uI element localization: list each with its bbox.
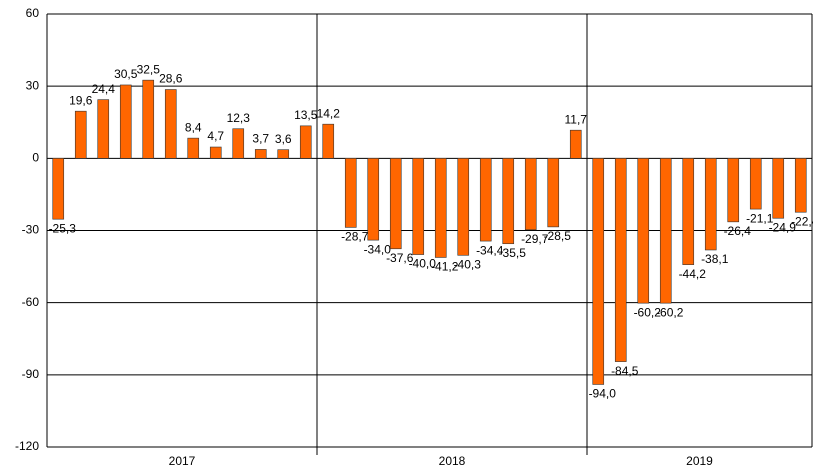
bar — [209, 146, 222, 159]
bar — [187, 137, 200, 159]
value-label: -37,6 — [386, 251, 414, 265]
value-label: -24,9 — [769, 220, 797, 234]
bar — [659, 158, 672, 304]
bar — [434, 158, 447, 258]
value-label: 24,4 — [92, 82, 116, 96]
value-label: -44,2 — [679, 267, 707, 281]
bar — [74, 110, 87, 159]
bar — [749, 158, 762, 210]
value-label: -60,2 — [656, 305, 684, 319]
value-label: -34,4 — [476, 243, 504, 257]
bar — [299, 125, 312, 159]
value-label: 19,6 — [69, 93, 93, 107]
bar — [412, 158, 425, 255]
bar — [772, 158, 785, 219]
y-tick-label: -120 — [15, 439, 39, 453]
value-label: 11,7 — [565, 112, 588, 126]
bar — [232, 128, 245, 159]
bar — [682, 158, 695, 265]
bar — [547, 158, 560, 228]
value-label: -35,5 — [499, 246, 527, 260]
value-label: 30,5 — [114, 67, 138, 81]
bar — [119, 84, 132, 159]
x-group-label: 2019 — [686, 454, 713, 468]
x-group-label: 2017 — [169, 454, 196, 468]
value-label: 28,6 — [159, 72, 183, 86]
y-tick-label: -60 — [22, 295, 40, 309]
bar — [389, 158, 402, 250]
bar — [479, 158, 492, 242]
value-label: -28,7 — [341, 230, 369, 244]
bar — [614, 158, 627, 362]
bar — [367, 158, 380, 241]
bar — [142, 79, 155, 159]
y-tick-label: 60 — [26, 6, 40, 20]
bar — [502, 158, 515, 245]
value-label: -26,4 — [724, 224, 752, 238]
y-tick-label: 30 — [26, 78, 40, 92]
bar — [569, 129, 582, 159]
value-label: -21,1 — [746, 211, 774, 225]
value-label: -40,0 — [409, 257, 437, 271]
bar — [277, 149, 290, 159]
bar — [164, 89, 177, 159]
value-label: 13,5 — [294, 108, 318, 122]
y-tick-label: -90 — [22, 367, 40, 381]
value-label: 3,7 — [252, 132, 269, 146]
bar — [254, 149, 267, 159]
bar — [704, 158, 717, 251]
value-label: 3,6 — [275, 132, 292, 146]
y-tick-label: 0 — [32, 151, 39, 165]
bar — [97, 99, 110, 159]
value-label: -34,0 — [364, 242, 392, 256]
value-label: -60,2 — [634, 305, 662, 319]
value-label: -28,5 — [544, 229, 572, 243]
bar — [637, 158, 650, 304]
bar — [524, 158, 537, 231]
value-label: -94,0 — [589, 387, 617, 401]
value-label: -40,3 — [454, 257, 482, 271]
bar — [344, 158, 357, 228]
value-label: -25,3 — [49, 221, 77, 235]
value-label: 4,7 — [207, 129, 224, 143]
value-label: 14,2 — [317, 106, 341, 120]
value-label: -84,5 — [611, 364, 639, 378]
value-label: -29,7 — [521, 232, 549, 246]
y-tick-label: -30 — [22, 223, 40, 237]
value-label: 8,4 — [185, 120, 202, 134]
bar — [592, 158, 605, 385]
bar — [794, 158, 807, 213]
x-group-label: 2018 — [439, 454, 466, 468]
value-label: -22,4 — [791, 214, 813, 228]
bar — [727, 158, 740, 223]
value-label: 12,3 — [227, 111, 251, 125]
value-label: -41,2 — [431, 260, 459, 274]
bar — [322, 123, 335, 159]
bar — [457, 158, 470, 256]
value-label: 32,5 — [137, 62, 161, 76]
bar — [52, 158, 65, 220]
value-label: -38,1 — [701, 252, 729, 266]
